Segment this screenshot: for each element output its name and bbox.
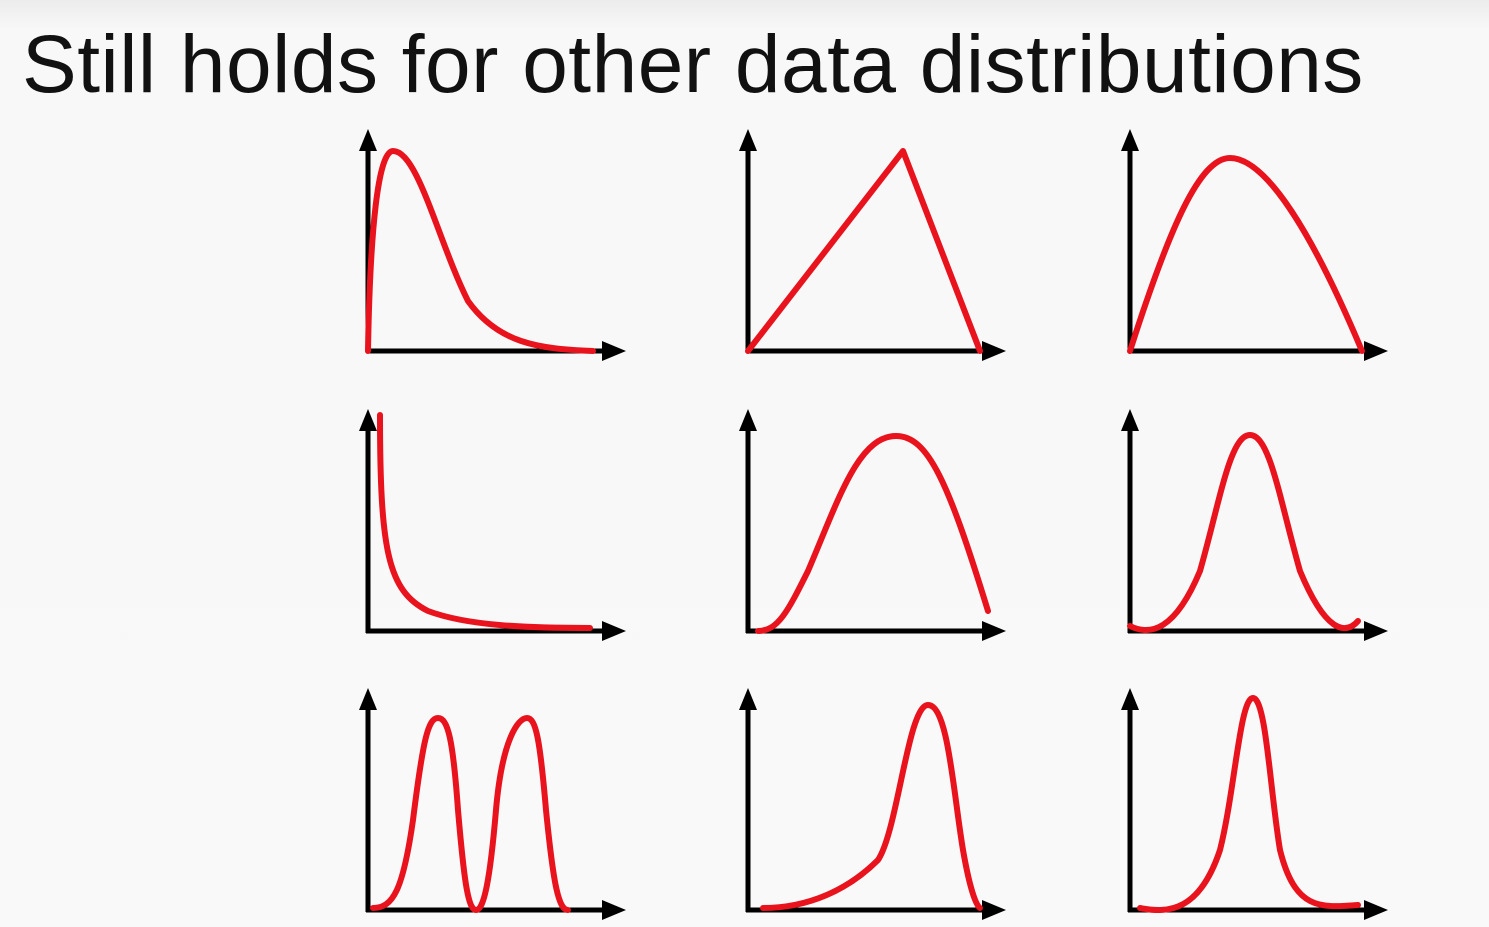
arc-plot: [1121, 129, 1388, 361]
exponential-plot: [359, 409, 626, 641]
triangular-plot: [739, 129, 1006, 361]
skewed-hump-plot: [739, 409, 1006, 641]
peaked-plot: [1121, 688, 1388, 920]
left-skewed-plot: [739, 688, 1006, 920]
bimodal-plot: [359, 688, 626, 920]
normal-plot: [1121, 409, 1388, 641]
right-skewed-plot: [359, 129, 626, 361]
slide-title: Still holds for other data distributions: [22, 19, 1364, 110]
